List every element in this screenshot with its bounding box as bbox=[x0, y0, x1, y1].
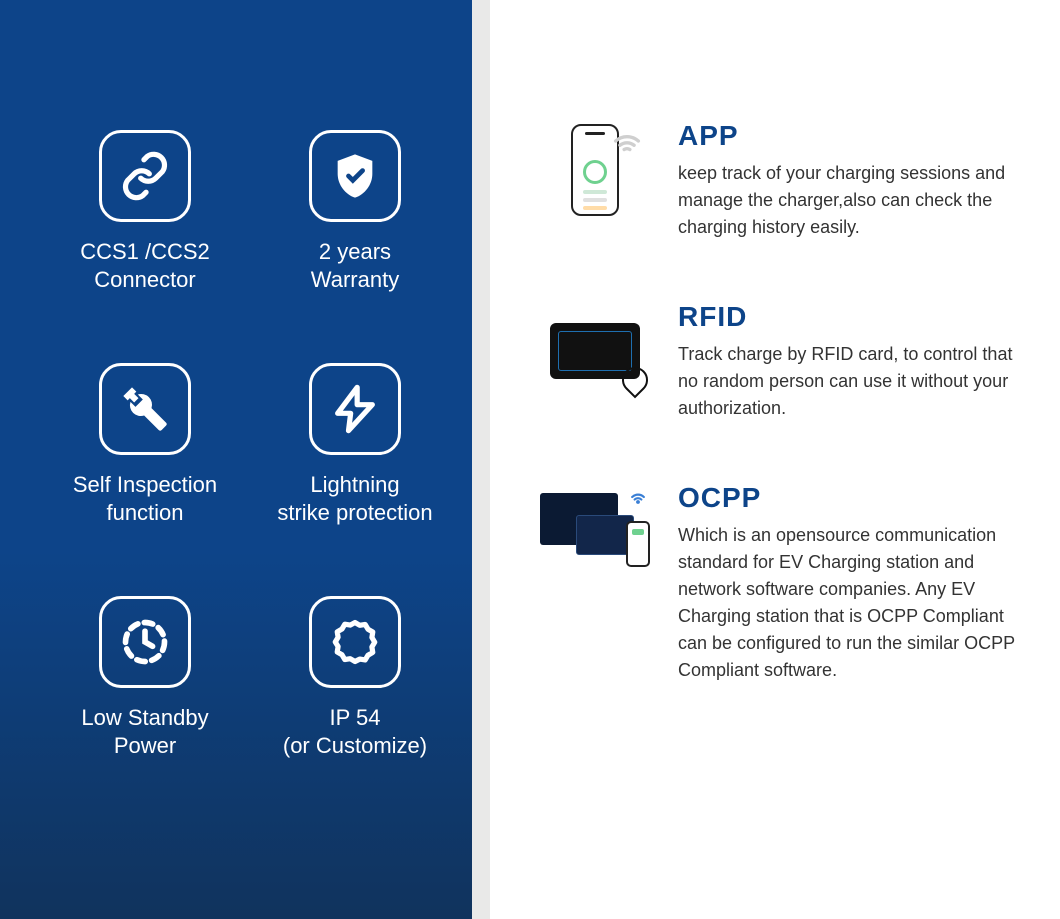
right-panel: APP keep track of your charging sessions… bbox=[490, 0, 1060, 919]
shield-check-icon bbox=[309, 130, 401, 222]
clock-dash-icon bbox=[99, 596, 191, 688]
rfid-card-icon bbox=[540, 301, 650, 401]
feature-grid: CCS1 /CCS2 Connector 2 years Warranty bbox=[50, 130, 450, 759]
item-text: APP keep track of your charging sessions… bbox=[678, 120, 1030, 241]
feature-warranty: 2 years Warranty bbox=[260, 130, 450, 293]
item-desc: Track charge by RFID card, to control th… bbox=[678, 341, 1030, 422]
feature-ccs: CCS1 /CCS2 Connector bbox=[50, 130, 240, 293]
feature-ip54: IP 54 (or Customize) bbox=[260, 596, 450, 759]
feature-label: 2 years Warranty bbox=[311, 238, 399, 293]
item-app: APP keep track of your charging sessions… bbox=[540, 120, 1030, 241]
link-icon bbox=[99, 130, 191, 222]
item-title: APP bbox=[678, 120, 1030, 152]
item-rfid: RFID Track charge by RFID card, to contr… bbox=[540, 301, 1030, 422]
item-text: OCPP Which is an opensource communicatio… bbox=[678, 482, 1030, 684]
item-desc: keep track of your charging sessions and… bbox=[678, 160, 1030, 241]
badge-icon bbox=[309, 596, 401, 688]
feature-lightning: Lightning strike protection bbox=[260, 363, 450, 526]
item-title: RFID bbox=[678, 301, 1030, 333]
ocpp-screens-icon bbox=[540, 482, 650, 582]
phone-app-icon bbox=[540, 120, 650, 220]
feature-label: Lightning strike protection bbox=[277, 471, 432, 526]
feature-label: CCS1 /CCS2 Connector bbox=[80, 238, 210, 293]
lightning-icon bbox=[309, 363, 401, 455]
feature-standby: Low Standby Power bbox=[50, 596, 240, 759]
item-ocpp: OCPP Which is an opensource communicatio… bbox=[540, 482, 1030, 684]
feature-label: Low Standby Power bbox=[81, 704, 208, 759]
left-panel: CCS1 /CCS2 Connector 2 years Warranty bbox=[0, 0, 490, 919]
item-title: OCPP bbox=[678, 482, 1030, 514]
item-desc: Which is an opensource communication sta… bbox=[678, 522, 1030, 684]
item-text: RFID Track charge by RFID card, to contr… bbox=[678, 301, 1030, 422]
wrench-cross-icon bbox=[99, 363, 191, 455]
feature-label: IP 54 (or Customize) bbox=[283, 704, 427, 759]
feature-label: Self Inspection function bbox=[73, 471, 217, 526]
feature-self-inspection: Self Inspection function bbox=[50, 363, 240, 526]
